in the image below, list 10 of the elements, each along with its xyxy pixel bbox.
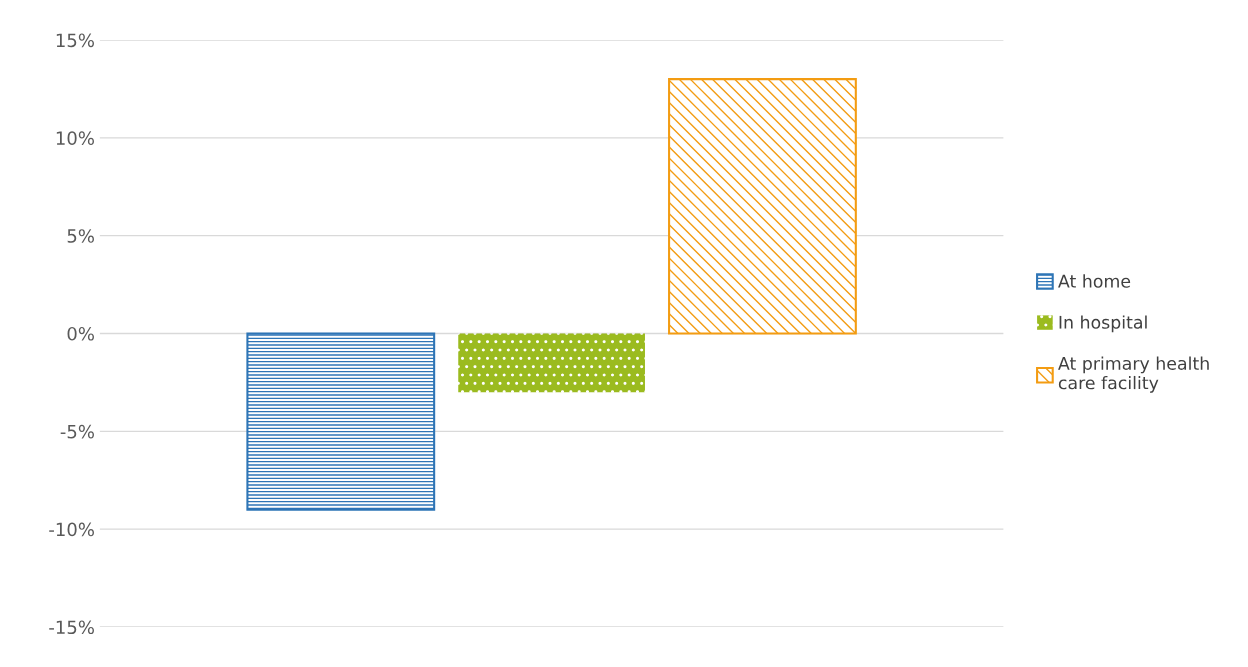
y-tick-label: 15% [56,33,94,48]
y-tick-label: 5% [67,229,94,243]
legend-label: At primary health care facility [1058,356,1209,393]
y-tick-label: -10% [49,522,94,537]
y-tick-label: 10% [56,131,94,145]
y-tick-label: -15% [49,620,94,635]
legend-label: At home [1058,274,1131,288]
y-tick-label: 0% [67,326,94,341]
y-tick-label: -5% [60,424,94,439]
legend-label: In hospital [1059,315,1147,333]
